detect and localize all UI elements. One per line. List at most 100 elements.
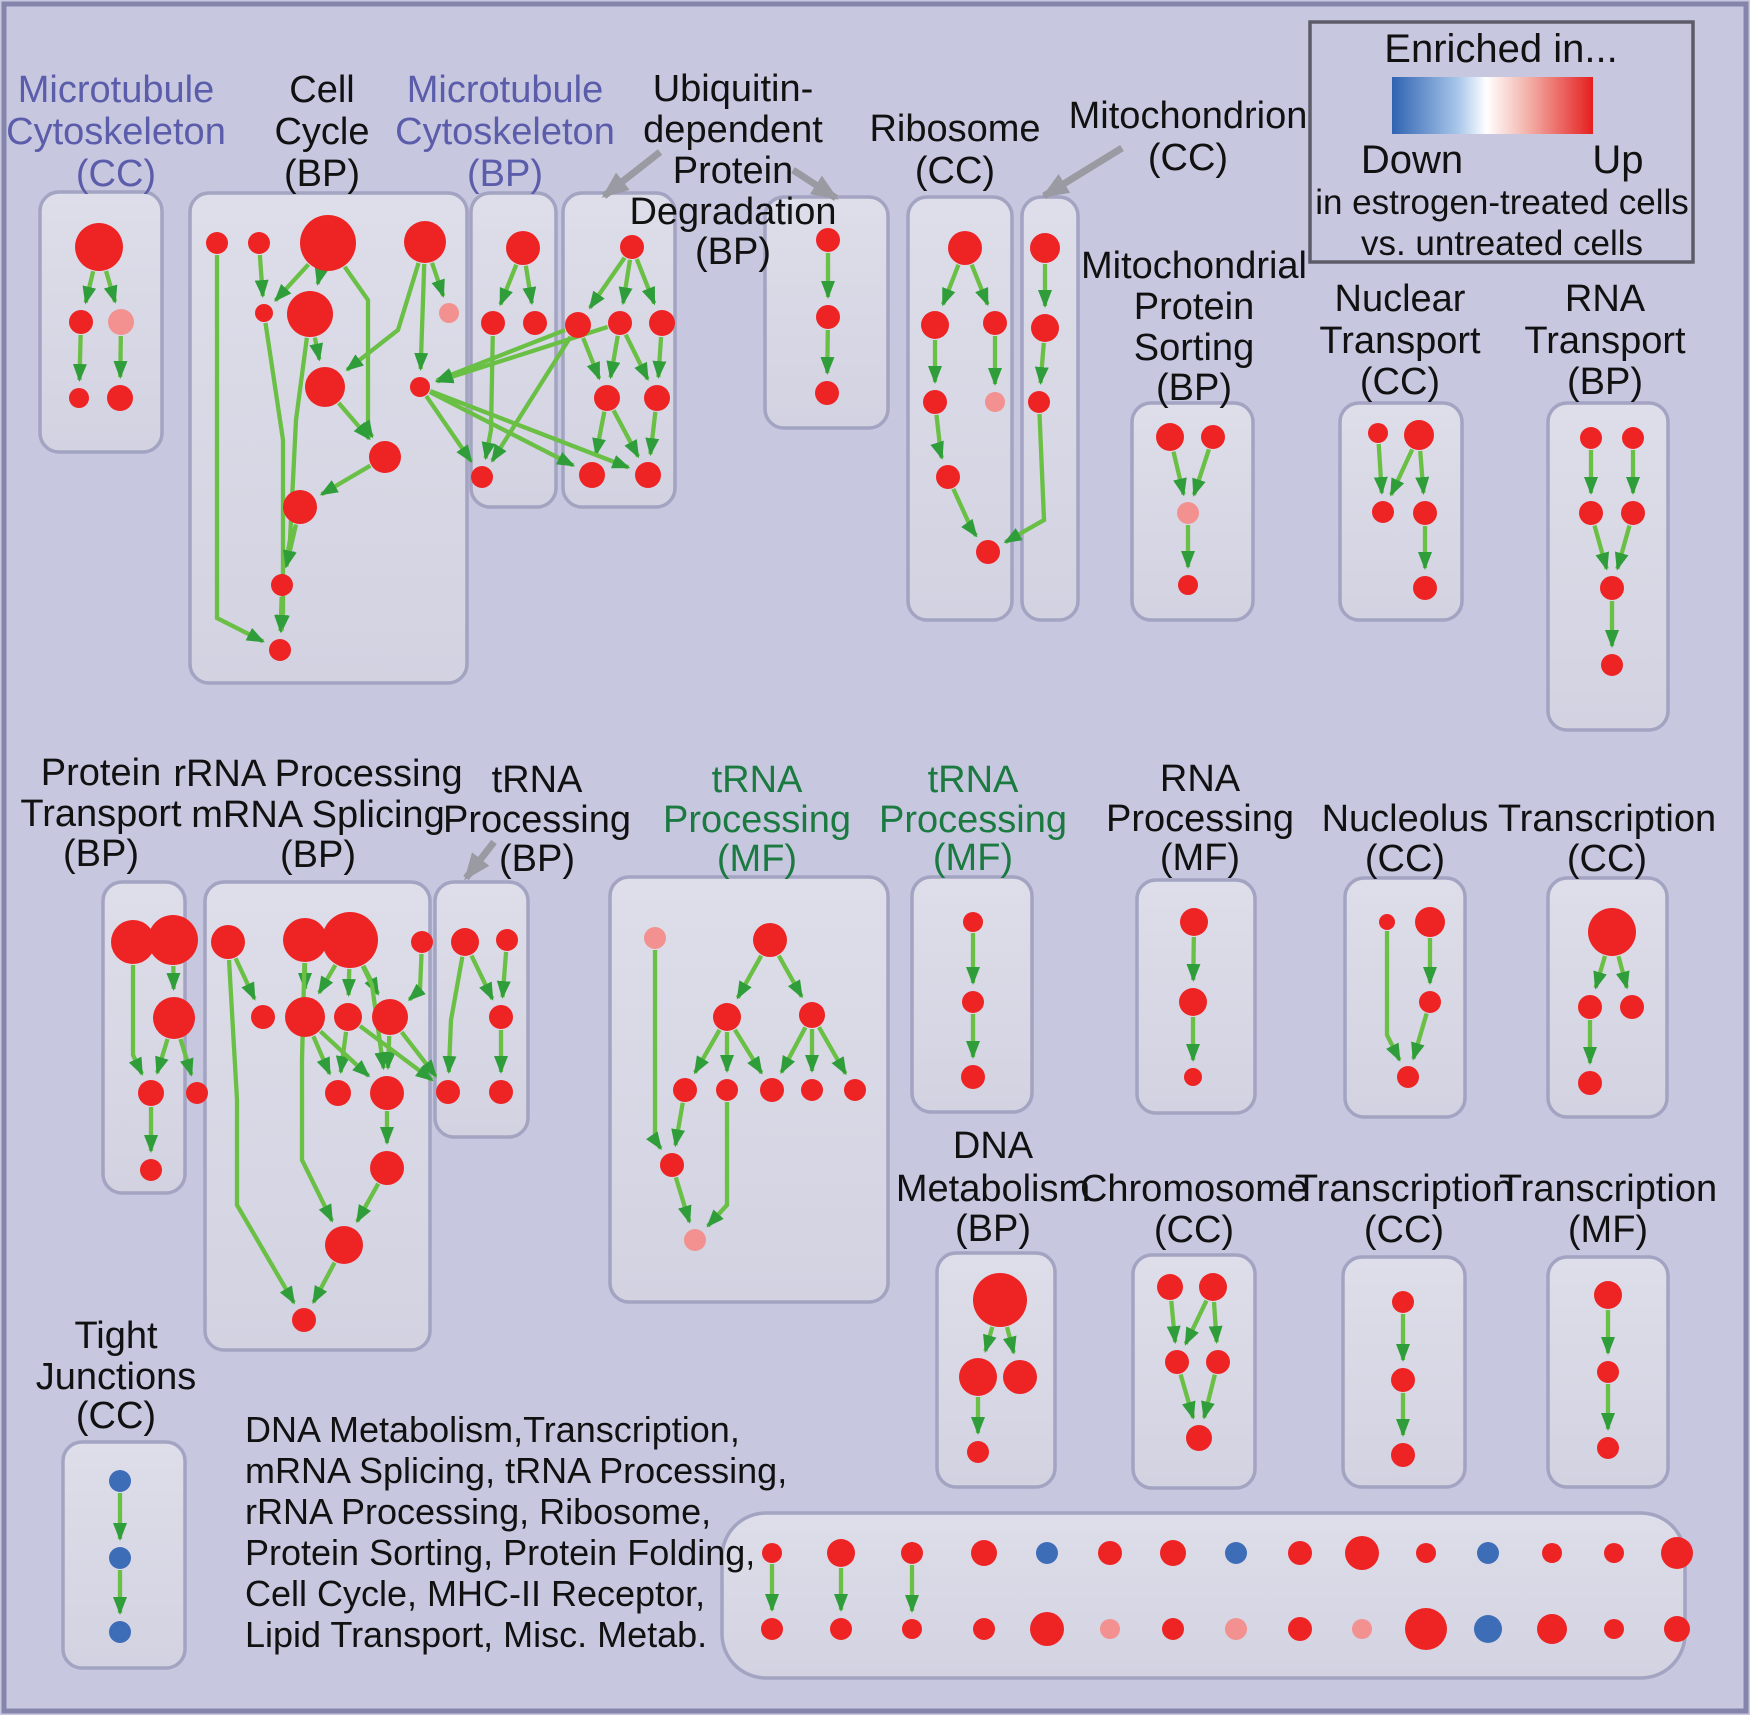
go-term-node <box>608 311 632 335</box>
cluster-label-transcription-cc-mid: Transcription <box>1498 798 1716 840</box>
relation-edge <box>733 1028 764 1075</box>
go-term-node <box>644 927 666 949</box>
cross-box-edge <box>1003 413 1047 544</box>
cluster-box-misc-grid <box>720 1511 1687 1680</box>
relation-edge <box>1384 931 1402 1062</box>
go-term-node <box>439 303 459 323</box>
go-term-node <box>761 1618 783 1640</box>
go-term-node <box>322 912 378 968</box>
go-term-node <box>579 462 605 488</box>
go-term-node <box>816 305 840 329</box>
relation-edge <box>273 262 311 302</box>
go-term-node <box>963 912 983 932</box>
go-term-node <box>107 385 133 411</box>
go-term-node <box>1404 420 1434 450</box>
go-term-node <box>1379 914 1395 930</box>
go-term-node <box>649 310 675 336</box>
go-term-node <box>973 1273 1027 1327</box>
relation-edge <box>951 487 978 538</box>
go-term-node <box>967 1441 989 1463</box>
relation-edge <box>623 333 650 381</box>
go-term-node <box>1030 233 1060 263</box>
cluster-label-trna-processing-mf-2: Processing <box>879 799 1067 841</box>
go-term-node <box>69 310 93 334</box>
cluster-label-mitochondrial-protein-sorting: Protein <box>1134 286 1254 328</box>
go-term-node <box>305 367 345 407</box>
go-term-node <box>251 1005 275 1029</box>
go-term-node <box>1397 1066 1419 1088</box>
cluster-label-rna-processing-mf: RNA <box>1160 758 1241 800</box>
go-term-node <box>1206 1350 1230 1374</box>
relation-edge <box>671 1102 686 1148</box>
go-term-node <box>1419 991 1441 1013</box>
go-term-node <box>1178 575 1198 595</box>
go-term-node <box>506 231 540 265</box>
go-term-node <box>271 574 293 596</box>
go-term-node <box>565 312 591 338</box>
go-term-node <box>971 1540 997 1566</box>
cluster-label-transcription-cc-mid: (CC) <box>1567 838 1647 880</box>
cluster-label-protein-transport: Transport <box>20 793 182 835</box>
relation-edge <box>1615 955 1630 990</box>
relation-edge <box>1178 1373 1196 1420</box>
go-term-node <box>644 385 670 411</box>
cluster-label-ubiquitin-degradation: dependent <box>643 109 823 151</box>
go-term-node <box>620 235 644 259</box>
go-term-node <box>1157 1274 1183 1300</box>
go-term-node <box>369 441 401 473</box>
go-term-node <box>1594 1281 1622 1309</box>
cluster-label-trna-processing-mf-1: Processing <box>663 799 851 841</box>
go-term-node <box>1542 1543 1562 1563</box>
go-term-node <box>1156 423 1184 451</box>
go-term-node <box>1098 1541 1122 1565</box>
label-pointer-arrow <box>791 167 839 201</box>
misc-terms-text: DNA Metabolism,Transcription, <box>245 1409 740 1450</box>
go-term-node <box>959 1358 997 1396</box>
cluster-label-dna-metabolism: Metabolism <box>896 1168 1090 1210</box>
go-term-node <box>1664 1616 1690 1642</box>
go-term-node <box>255 304 273 322</box>
go-term-node <box>1199 1273 1227 1301</box>
cluster-label-microtubule-bp: Cytoskeleton <box>395 111 615 153</box>
relation-edge <box>1411 1012 1429 1061</box>
cluster-label-nuclear-transport: (CC) <box>1360 361 1440 403</box>
go-term-node <box>762 1543 782 1563</box>
cluster-label-transcription-cc-bottom: (CC) <box>1364 1209 1444 1251</box>
go-term-node <box>109 1547 131 1569</box>
go-term-node <box>69 388 89 408</box>
relation-edge <box>341 968 356 998</box>
go-term-node <box>816 228 840 252</box>
relation-edge <box>128 965 144 1076</box>
relation-edge <box>226 959 296 1305</box>
go-term-node <box>410 377 430 397</box>
cluster-label-nucleolus: Nucleolus <box>1322 798 1489 840</box>
go-term-node <box>451 928 479 956</box>
cluster-label-microtubule-bp: Microtubule <box>407 69 603 111</box>
go-term-node <box>211 925 245 959</box>
relation-edge <box>820 329 835 376</box>
go-term-node <box>973 1618 995 1640</box>
go-term-node <box>111 920 155 964</box>
go-term-node <box>830 1618 852 1640</box>
go-term-node <box>75 223 123 271</box>
misc-terms-text: rRNA Processing, Ribosome, <box>245 1491 711 1532</box>
cluster-box-chromosome <box>1131 1253 1257 1490</box>
relation-edge <box>1614 524 1632 571</box>
go-term-node <box>283 918 327 962</box>
relation-edge <box>82 270 97 305</box>
relation-edge <box>1183 1299 1209 1346</box>
cluster-label-rna-processing-mf: (MF) <box>1160 837 1240 879</box>
cluster-label-cell-cycle: Cycle <box>274 111 369 153</box>
cluster-label-ubiquitin-degradation: Ubiquitin- <box>653 68 814 110</box>
cluster-label-nuclear-transport: Nuclear <box>1335 278 1466 320</box>
relation-edge <box>522 265 537 306</box>
go-term-node <box>283 490 317 524</box>
go-term-node <box>948 231 982 265</box>
cluster-label-microtubule-cc: Microtubule <box>18 69 214 111</box>
relation-edge <box>1201 1374 1217 1420</box>
go-term-node <box>635 462 661 488</box>
label-pointer-arrow <box>601 149 663 199</box>
cluster-box-nuclear-transport <box>1338 401 1464 622</box>
go-term-node <box>799 1002 825 1028</box>
